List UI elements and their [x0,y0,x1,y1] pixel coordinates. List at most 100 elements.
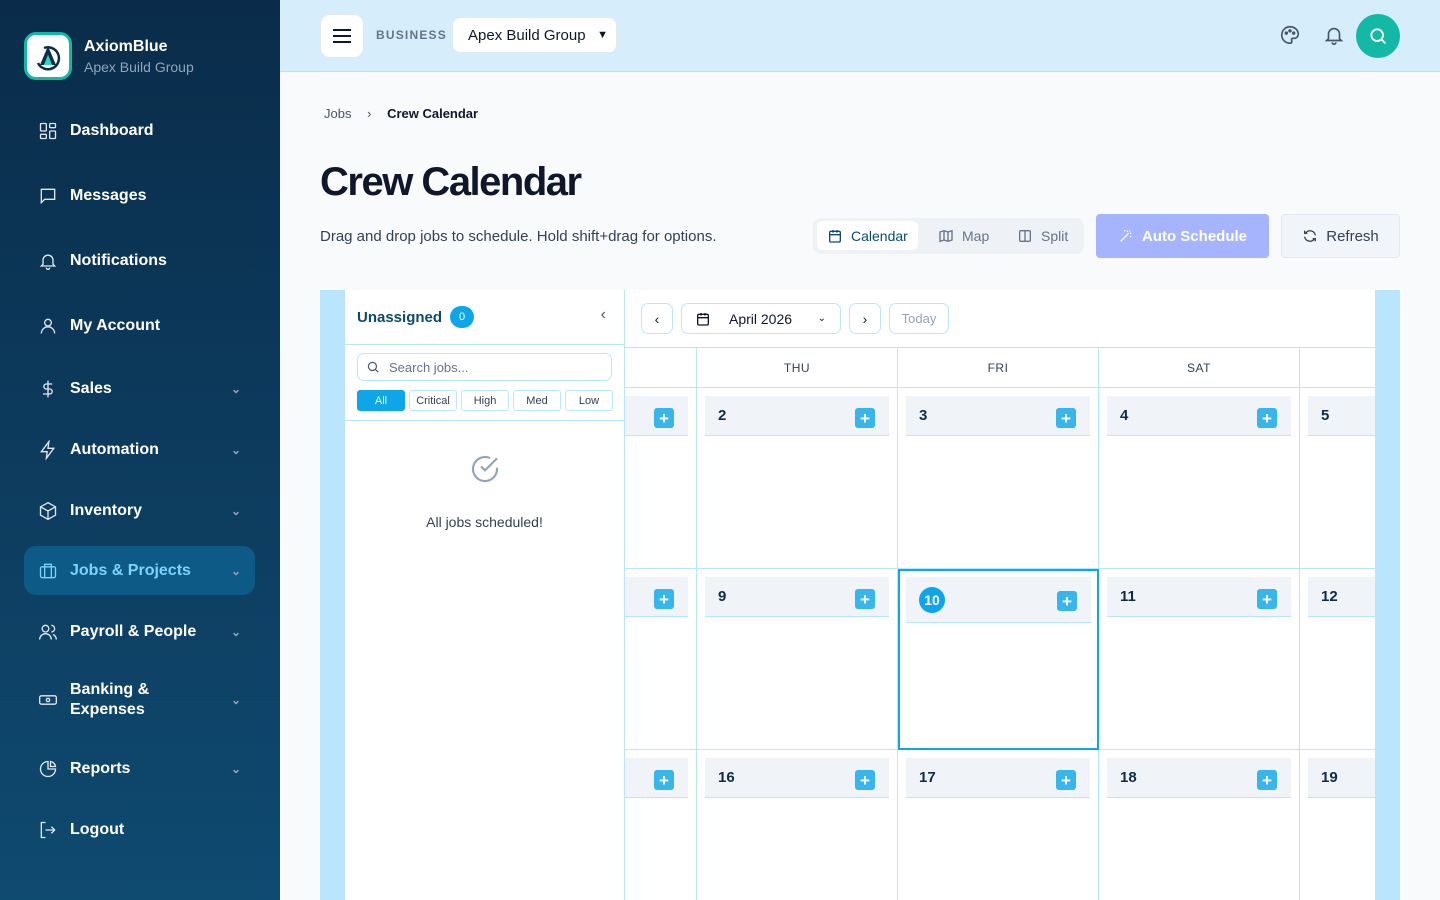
sidebar-item-notifications[interactable]: Notifications [24,236,255,285]
day-cell[interactable]: + [625,388,697,569]
day-number: 17 [919,769,936,786]
sidebar-item-label: Inventory [70,501,143,519]
search-placeholder: Search jobs... [389,359,469,375]
add-job-button[interactable]: + [1257,408,1277,428]
divider [345,420,624,421]
add-job-button[interactable]: + [654,408,674,428]
sidebar-item-my-account[interactable]: My Account [24,301,255,350]
day-cell-header: + [625,758,688,798]
dollar-icon [38,379,58,399]
bolt-icon [38,439,58,460]
day-cell[interactable]: 5 [1300,388,1375,569]
global-search-button[interactable] [1356,14,1400,58]
filter-med[interactable]: Med [513,390,561,411]
day-cell[interactable]: 17 + [898,750,1099,900]
day-number: 5 [1321,407,1330,424]
brand-business: Apex Build Group [84,58,194,75]
month-label: April 2026 [729,310,793,327]
tab-split[interactable]: Split [1007,221,1078,250]
priority-filters: All Critical High Med Low [357,390,613,411]
chevron-down-icon: ⌄ [230,692,241,707]
day-cell[interactable]: 19 [1300,750,1375,900]
filter-all[interactable]: All [357,390,405,411]
sidebar-item-label: Banking & Expenses [70,680,150,718]
prev-month-button[interactable]: ‹ [641,303,673,334]
day-cell[interactable]: 9 + [697,569,898,750]
sidebar-item-label: Jobs & Projects [70,561,191,579]
search-jobs-input[interactable]: Search jobs... [357,353,612,381]
next-month-button[interactable]: › [849,303,881,334]
add-job-button[interactable]: + [1257,770,1277,790]
day-header-sat: SAT [1099,348,1300,388]
search-icon [1370,28,1387,45]
refresh-icon [1304,230,1317,242]
refresh-button[interactable]: Refresh [1281,214,1400,258]
business-select[interactable]: Apex Build Group ▼ [452,17,617,53]
sidebar-item-label: Payroll & People [70,622,197,640]
unassigned-count-badge: 0 [450,306,475,328]
chevron-down-icon: ⌄ [230,381,241,396]
palette-icon[interactable] [1279,24,1301,46]
add-job-button[interactable]: + [855,589,875,609]
add-job-button[interactable]: + [1257,589,1277,609]
sidebar-item-dashboard[interactable]: Dashboard [24,106,255,155]
auto-schedule-button[interactable]: Auto Schedule [1096,214,1269,258]
tab-calendar-label: Calendar [851,227,908,244]
month-picker[interactable]: April 2026 ⌄ [681,303,841,334]
sidebar-item-banking-expenses[interactable]: Banking & Expenses ⌄ [24,675,255,724]
day-cell[interactable]: + [625,750,697,900]
tab-map[interactable]: Map [928,221,999,250]
day-number: 3 [919,407,928,424]
add-job-button[interactable]: + [1056,408,1076,428]
day-cell-header: 18 + [1107,758,1291,798]
filter-high[interactable]: High [461,390,509,411]
day-cell-header: + [625,396,688,436]
day-cell-header: 16 + [705,758,889,798]
breadcrumb-current: Crew Calendar [387,106,479,121]
today-day-number: 10 [919,586,945,613]
day-cell[interactable]: 18 + [1099,750,1300,900]
sidebar-item-reports[interactable]: Reports ⌄ [24,744,255,793]
day-cell[interactable]: 16 + [697,750,898,900]
sidebar-item-jobs-projects[interactable]: Jobs & Projects ⌄ [24,546,255,595]
day-cell[interactable]: 3 + [898,388,1099,569]
add-job-button[interactable]: + [1057,591,1077,611]
day-cell-header: 10 + [906,577,1091,623]
check-circle-icon [472,455,499,483]
users-icon [38,622,58,642]
add-job-button[interactable]: + [855,408,875,428]
add-job-button[interactable]: + [654,589,674,609]
add-job-button[interactable]: + [1056,770,1076,790]
bell-icon[interactable] [1323,24,1345,46]
grid-icon [38,121,58,141]
day-cell[interactable]: 4 + [1099,388,1300,569]
sidebar-item-messages[interactable]: Messages [24,171,255,220]
day-header [1300,348,1375,388]
day-cell[interactable]: 12 [1300,569,1375,750]
day-cell[interactable]: 11 + [1099,569,1300,750]
sidebar-item-inventory[interactable]: Inventory ⌄ [24,486,255,535]
sidebar-item-label: My Account [70,316,161,334]
topbar: BUSINESS Apex Build Group ▼ [280,0,1440,72]
calendar-grid: THU FRI SAT +2 +3 +4 +5 +9 +10 +11 +12 +16 +17 +18 +19 [625,348,1375,900]
add-job-button[interactable]: + [855,770,875,790]
hamburger-icon [333,29,351,43]
sidebar-item-sales[interactable]: Sales ⌄ [24,364,255,413]
day-cell[interactable]: 10 + [898,569,1099,750]
brand[interactable]: AxiomBlue Apex Build Group [24,32,194,80]
tab-calendar[interactable]: Calendar [817,221,918,250]
filter-critical[interactable]: Critical [409,390,457,411]
day-cell[interactable]: 2 + [697,388,898,569]
split-icon [1019,229,1031,242]
today-button[interactable]: Today [889,303,949,334]
day-cell[interactable]: + [625,569,697,750]
sidebar-item-automation[interactable]: Automation ⌄ [24,425,255,474]
sidebar-item-payroll-people[interactable]: Payroll & People ⌄ [24,607,255,656]
add-job-button[interactable]: + [654,770,674,790]
breadcrumb-jobs[interactable]: Jobs [324,106,352,121]
day-header-thu: THU [697,348,898,388]
menu-button[interactable] [320,14,364,58]
collapse-panel-icon[interactable]: ‹ [600,306,606,323]
sidebar-item-logout[interactable]: Logout [24,805,255,854]
filter-low[interactable]: Low [565,390,613,411]
